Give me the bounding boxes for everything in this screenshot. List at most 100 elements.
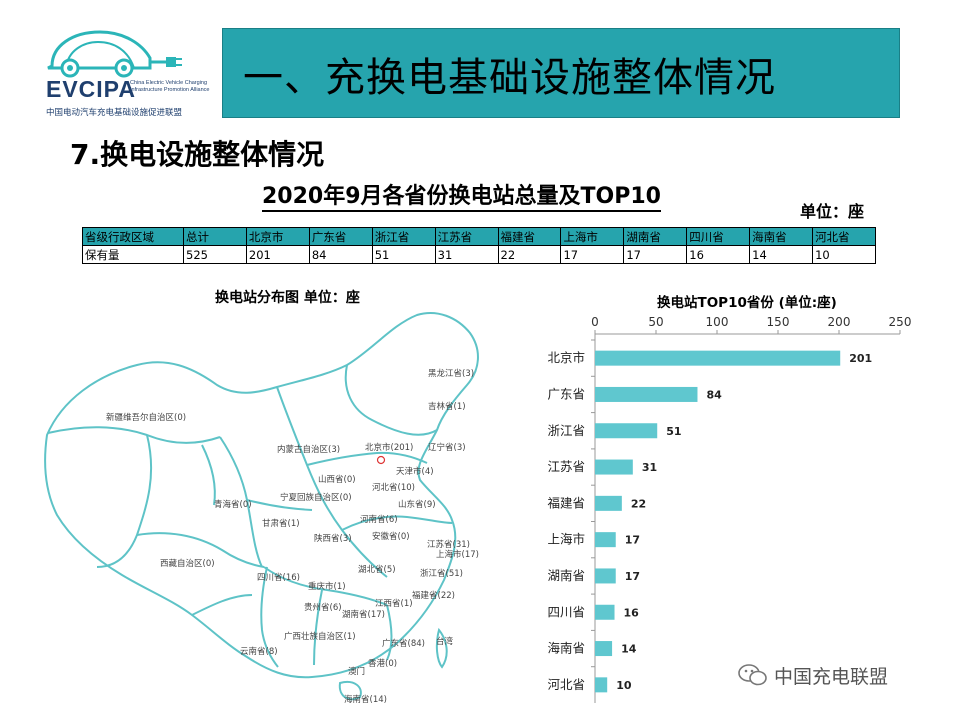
map-label: 湖南省(17) — [342, 610, 385, 620]
map-label: 台湾 — [436, 637, 454, 647]
x-tick-label: 200 — [828, 315, 851, 329]
bar — [595, 386, 698, 402]
wechat-icon — [738, 663, 768, 692]
table-cell: 525 — [183, 245, 247, 264]
table-cell: 16 — [686, 245, 751, 264]
data-label: 84 — [706, 388, 722, 401]
x-tick-label: 100 — [706, 315, 729, 329]
map-label: 香港(0) — [368, 659, 398, 669]
map-label: 安徽省(0) — [372, 532, 410, 542]
evcipa-logo: EVCIPA China Electric Vehicle Charging I… — [38, 24, 210, 124]
x-tick-label: 50 — [648, 315, 663, 329]
top10-bar-chart: 0 50 100 150 200 250 北京市 201 广东省 84 浙江省 51 江苏省 31 福建省 2… — [520, 312, 920, 707]
category-label: 海南省 — [547, 641, 585, 656]
map-label: 辽宁省(3) — [428, 443, 466, 453]
bar — [595, 459, 633, 475]
title-banner: 一、充换电基础设施整体情况 — [222, 28, 900, 118]
table-cell: 51 — [371, 245, 436, 264]
table-header-cell: 上海市 — [560, 227, 625, 246]
china-map-outline — [44, 312, 479, 701]
map-label: 江苏省(31) — [427, 540, 470, 550]
map-label: 西藏自治区(0) — [160, 559, 215, 569]
map-label: 广东省(84) — [382, 639, 425, 649]
data-label: 16 — [624, 606, 640, 619]
data-label: 10 — [616, 679, 632, 692]
map-label: 浙江省(51) — [420, 569, 463, 579]
map-label: 宁夏回族自治区(0) — [280, 493, 352, 503]
logo-chinese-name: 中国电动汽车充电基础设施促进联盟 — [46, 108, 183, 118]
table-title: 2020年9月各省份换电站总量及TOP10 — [262, 184, 661, 212]
table-cell: 31 — [434, 245, 499, 264]
table-row: 保有量 525 201 84 51 31 22 17 17 16 14 10 — [82, 245, 876, 264]
bar-chart-svg: 0 50 100 150 200 250 北京市 201 广东省 84 浙江省 51 江苏省 31 福建省 2… — [547, 315, 912, 703]
x-tick-label: 0 — [591, 315, 599, 329]
table-header-cell: 省级行政区域 — [82, 227, 184, 246]
bar — [595, 532, 616, 548]
map-label: 河南省(6) — [360, 515, 398, 525]
logo-english-name: China Electric Vehicle Charging Infrastr… — [130, 80, 210, 93]
table-header-cell: 河北省 — [812, 227, 876, 246]
map-label: 贵州省(6) — [304, 603, 342, 613]
table-header-cell: 福建省 — [497, 227, 562, 246]
map-label: 河北省(10) — [372, 483, 415, 493]
data-label: 17 — [625, 534, 640, 547]
logo-wordmark: EVCIPA — [46, 76, 136, 102]
table-header-cell: 四川省 — [686, 227, 751, 246]
beijing-star-icon — [376, 455, 386, 465]
map-label: 海南省(14) — [344, 695, 387, 705]
bar — [595, 423, 658, 439]
map-label: 重庆市(1) — [308, 582, 346, 592]
data-label: 31 — [642, 461, 657, 474]
category-label: 河北省 — [547, 677, 585, 692]
table-header-cell: 广东省 — [308, 227, 373, 246]
bar — [595, 350, 841, 366]
bar — [595, 604, 615, 620]
category-label: 北京市 — [547, 350, 585, 365]
map-label: 江西省(1) — [375, 599, 413, 609]
x-tick-label: 250 — [889, 315, 912, 329]
china-station-map: 黑龙江省(3) 吉林省(1) 新疆维吾尔自治区(0) 内蒙古自治区(3) 北京市… — [42, 305, 504, 710]
map-label: 北京市(201) — [365, 443, 414, 453]
map-label: 新疆维吾尔自治区(0) — [106, 413, 187, 423]
map-label: 湖北省(5) — [358, 565, 396, 575]
map-label: 天津市(4) — [396, 467, 434, 477]
bar — [595, 568, 616, 584]
table-header-cell: 江苏省 — [434, 227, 499, 246]
data-label: 22 — [631, 497, 646, 510]
data-label: 14 — [621, 643, 637, 656]
table-header-cell: 浙江省 — [371, 227, 436, 246]
table-header-cell: 湖南省 — [623, 227, 688, 246]
province-table: 省级行政区域 总计 北京市 广东省 浙江省 江苏省 福建省 上海市 湖南省 四川… — [82, 227, 876, 264]
ev-car-logo-icon — [47, 30, 182, 78]
map-label: 青海省(0) — [214, 500, 252, 510]
bar — [595, 641, 613, 657]
bar — [595, 495, 622, 511]
section-subtitle: 7.换电设施整体情况 — [70, 138, 325, 171]
data-label: 51 — [666, 425, 681, 438]
map-label: 云南省(8) — [240, 647, 278, 657]
chart-title: 换电站TOP10省份 (单位:座) — [657, 295, 837, 311]
watermark: 中国充电联盟 — [738, 662, 888, 692]
category-label: 广东省 — [547, 386, 585, 401]
table-cell: 17 — [560, 245, 625, 264]
category-label: 浙江省 — [547, 423, 585, 438]
page-title: 一、充换电基础设施整体情况 — [243, 55, 776, 101]
table-header-cell: 总计 — [183, 227, 247, 246]
data-label: 201 — [849, 352, 872, 365]
map-label: 黑龙江省(3) — [428, 369, 475, 379]
table-cell: 201 — [245, 245, 310, 264]
watermark-text: 中国充电联盟 — [774, 666, 889, 688]
category-label: 福建省 — [547, 495, 585, 510]
data-label: 17 — [625, 570, 640, 583]
table-header-cell: 北京市 — [245, 227, 310, 246]
map-label: 吉林省(1) — [428, 402, 466, 412]
table-header-row: 省级行政区域 总计 北京市 广东省 浙江省 江苏省 福建省 上海市 湖南省 四川… — [82, 227, 876, 246]
map-label: 澳门 — [348, 667, 366, 677]
map-label: 上海市(17) — [436, 550, 479, 560]
table-unit: 单位：座 — [800, 202, 865, 221]
category-label: 江苏省 — [547, 459, 585, 474]
table-header-cell: 海南省 — [749, 227, 814, 246]
table-cell: 14 — [749, 245, 814, 264]
category-label: 上海市 — [547, 532, 585, 547]
table-cell: 17 — [623, 245, 688, 264]
